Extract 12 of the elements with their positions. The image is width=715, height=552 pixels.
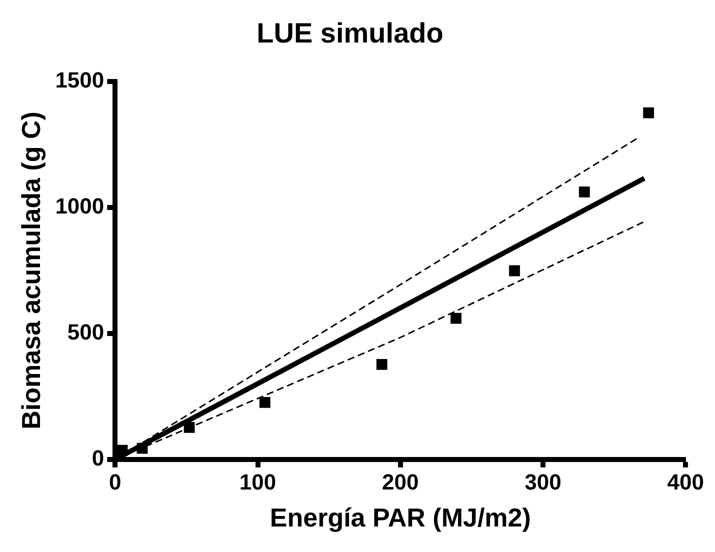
chart-title: LUE simulado	[256, 18, 444, 49]
x-tick-label: 100	[239, 470, 276, 495]
x-axis-title: Energía PAR (MJ/m2)	[270, 502, 531, 533]
x-tick-label: 300	[524, 470, 562, 495]
y-tick-label: 1000	[55, 194, 104, 219]
y-tick-label: 1500	[55, 68, 104, 93]
y-axis-title: Biomasa acumulada (g C)	[16, 112, 46, 430]
x-tick-label: 200	[382, 470, 419, 495]
x-tick-label: 400	[667, 470, 704, 495]
x-tick-label: 0	[109, 470, 122, 495]
y-tick-label: 500	[67, 320, 104, 345]
y-tick-label: 0	[92, 445, 104, 470]
